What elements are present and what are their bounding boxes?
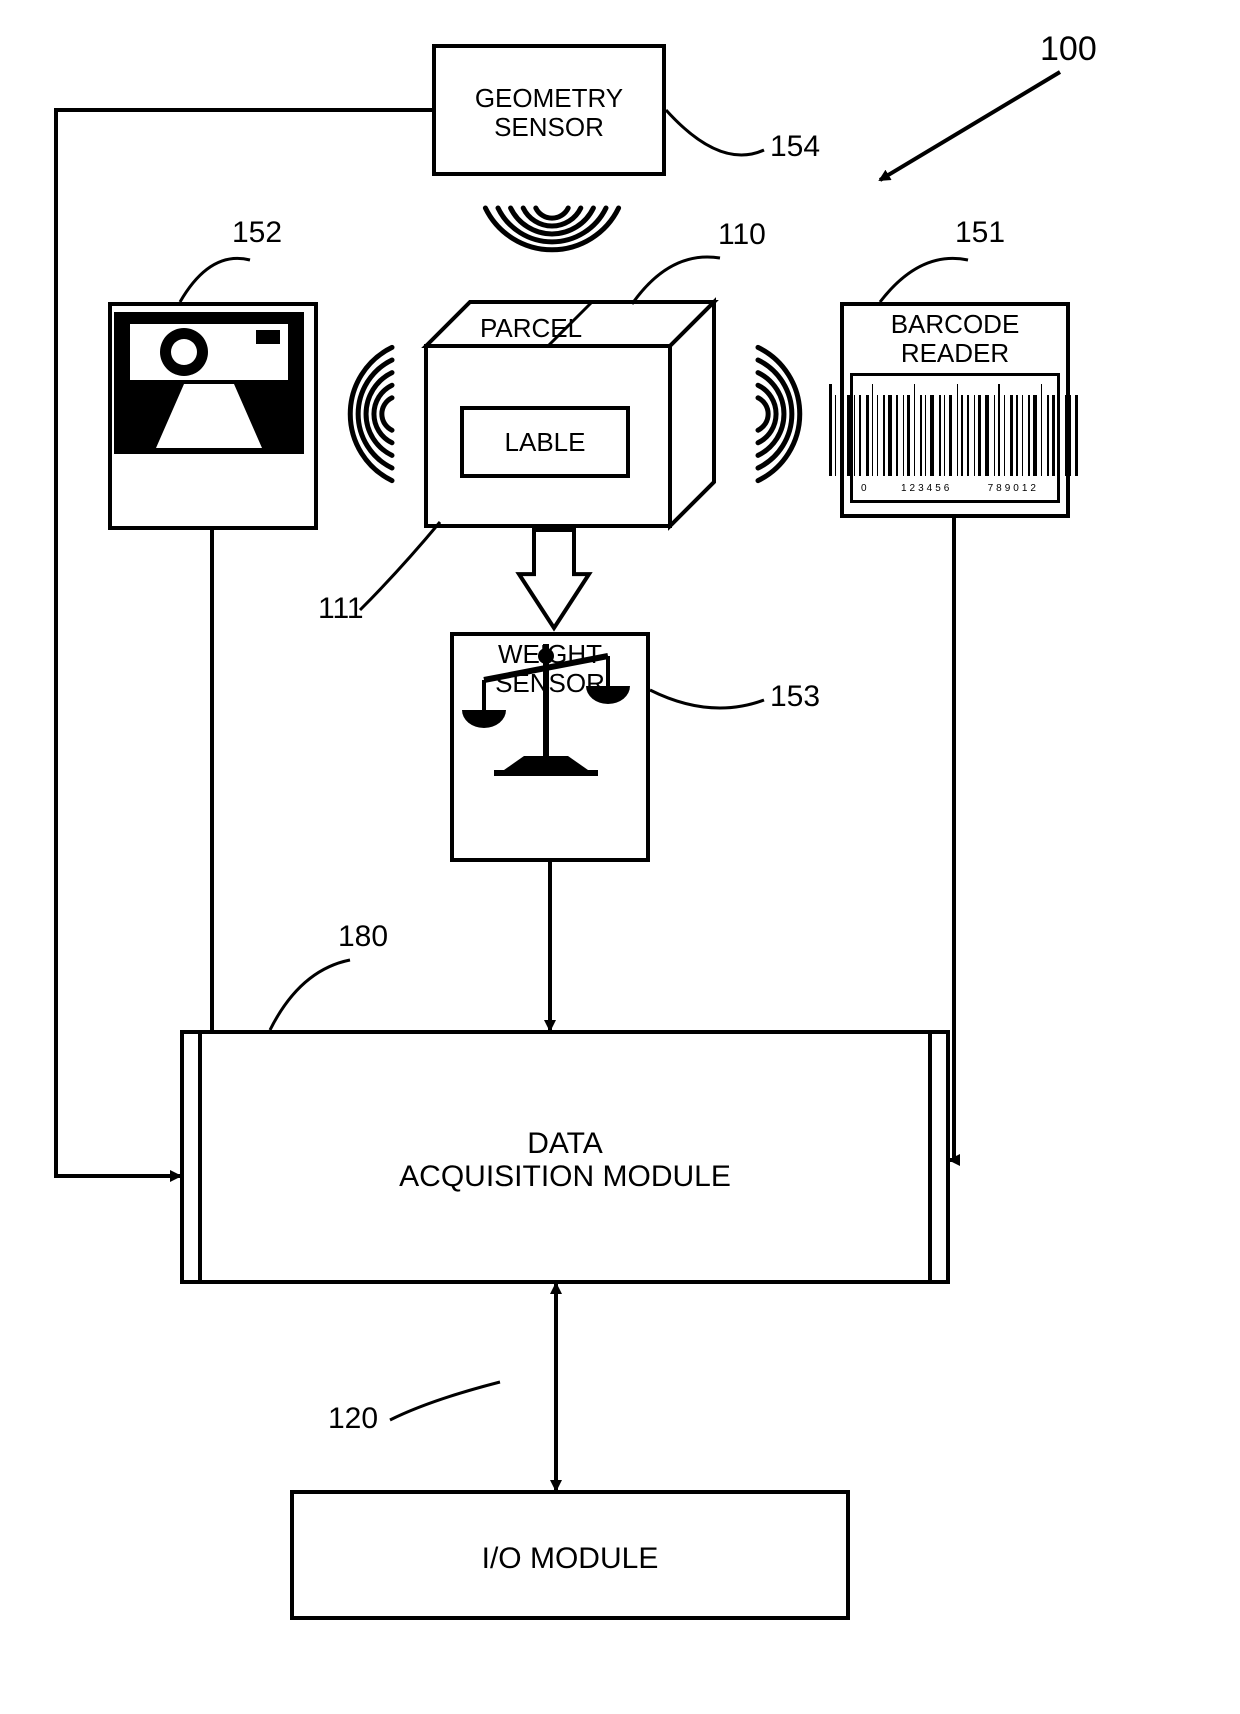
scale-icon [454, 636, 638, 782]
geometry-sensor-label-2: SENSOR [494, 113, 604, 142]
geometry-sensor-box: GEOMETRY SENSOR [432, 44, 666, 176]
barcode-icon [829, 384, 1082, 476]
camera-icon [112, 310, 306, 456]
ref-151: 151 [955, 216, 1005, 250]
ref-154: 154 [770, 130, 820, 164]
barcode-reader-label-2: READER [901, 339, 1009, 368]
parcel-title: PARCEL [480, 314, 582, 343]
barcode-digits-1: 0 [861, 483, 867, 494]
data-acquisition-module-box: DATA ACQUISITION MODULE [180, 1030, 950, 1284]
geometry-sensor-label: GEOMETRY [475, 84, 623, 113]
parcel-label-text: LABLE [505, 428, 586, 457]
ref-100: 100 [1040, 30, 1097, 69]
parcel-label-box: LABLE [460, 406, 630, 478]
ref-180: 180 [338, 920, 388, 954]
io-module-box: I/O MODULE [290, 1490, 850, 1620]
ref-153: 153 [770, 680, 820, 714]
barcode-reader-box: BARCODE READER 0 123456 789012 [840, 302, 1070, 518]
ref-111: 111 [318, 592, 364, 626]
weight-sensor-box: WEIGHT SENSOR [450, 632, 650, 862]
ref-152: 152 [232, 216, 282, 250]
ocr-scanner-box: OCR SCANNER [108, 302, 318, 530]
barcode-digits-2: 123456 [901, 483, 952, 494]
barcode-reader-label-1: BARCODE [891, 310, 1020, 339]
io-module-label: I/O MODULE [482, 1542, 659, 1575]
ref-120: 120 [328, 1402, 378, 1436]
data-acq-label-1: DATA [527, 1127, 603, 1160]
barcode-digits-3: 789012 [988, 483, 1039, 494]
data-acq-label-2: ACQUISITION MODULE [399, 1160, 731, 1193]
ref-110: 110 [718, 218, 766, 252]
